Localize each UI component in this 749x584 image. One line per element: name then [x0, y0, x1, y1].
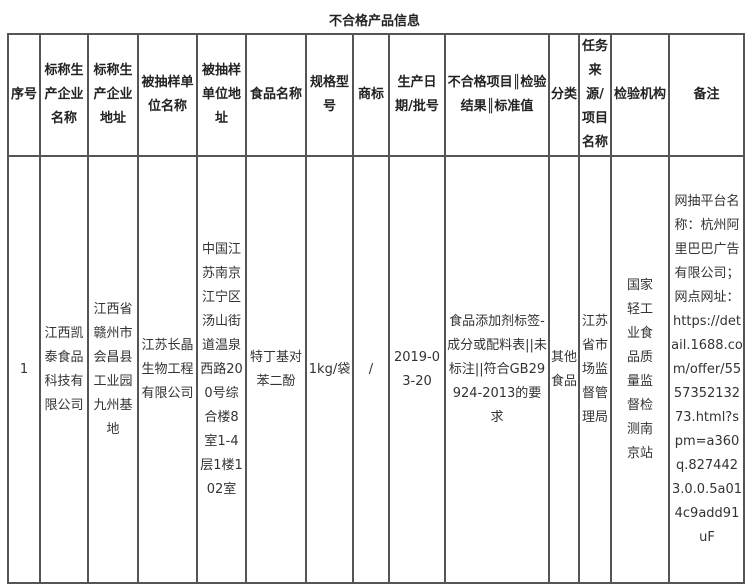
- cell-sampled-unit-address: 中国江苏南京江宁区汤山街道温泉西路200号综合楼8室1-4层1楼102室: [196, 155, 247, 584]
- cell-production-date: 2019-03-20: [388, 155, 446, 584]
- header-trademark: 商标: [352, 33, 390, 157]
- cell-text: /: [368, 361, 374, 377]
- cell-manufacturer-address: 江西省赣州市会昌县工业园九州基地: [87, 155, 139, 584]
- table-row: 1 江西凯泰食品科技有限公司 江西省赣州市会昌县工业园九州基地 江苏长晶生物工程有限公…: [7, 155, 745, 584]
- cell-food-name: 特丁基对苯二酚: [245, 155, 307, 584]
- cell-test-institution: 国家轻工业食品质量监督检测南京站: [610, 155, 670, 584]
- cell-category: 其他食品: [548, 155, 580, 584]
- cell-text: 1: [19, 361, 29, 377]
- cell-failed-item: 食品添加剂标签-成分或配料表||未标注||符合GB29924-2013的要求: [444, 155, 550, 584]
- header-remarks: 备注: [668, 33, 745, 157]
- cell-text: 江苏省市场监督管理局: [581, 313, 608, 425]
- cell-text: 其他食品: [551, 349, 578, 389]
- cell-text: 2019-03-20: [393, 349, 441, 389]
- header-category: 分类: [548, 33, 580, 157]
- header-production-date: 生产日期/批号: [388, 33, 446, 157]
- cell-manufacturer-name: 江西凯泰食品科技有限公司: [39, 155, 89, 584]
- cell-text: 食品添加剂标签-成分或配料表||未标注||符合GB29924-2013的要求: [447, 313, 547, 425]
- header-sampled-unit-address: 被抽样单位地址: [196, 33, 247, 157]
- header-manufacturer-name: 标称生产企业名称: [39, 33, 89, 157]
- cell-sampled-unit-name: 江苏长晶生物工程有限公司: [137, 155, 198, 584]
- cell-serial: 1: [7, 155, 41, 584]
- cell-text: 1kg/袋: [308, 361, 351, 377]
- cell-text: 江西凯泰食品科技有限公司: [44, 325, 84, 413]
- header-test-institution: 检验机构: [610, 33, 670, 157]
- header-row: 序号 标称生产企业名称 标称生产企业地址 被抽样单位名称 被抽样单位地址 食品名称 规格型号…: [7, 33, 745, 157]
- cell-text: 中国江苏南京江宁区汤山街道温泉西路200号综合楼8室1-4层1楼102室: [200, 241, 243, 497]
- header-manufacturer-address: 标称生产企业地址: [87, 33, 139, 157]
- cell-text: 网抽平台名称：杭州阿里巴巴广告有限公司；网点网址：https://detail.…: [671, 193, 743, 545]
- cell-text: 特丁基对苯二酚: [249, 349, 302, 389]
- cell-spec: 1kg/袋: [305, 155, 354, 584]
- cell-text: 国家轻工业食品质量监督检测南京站: [626, 277, 653, 461]
- cell-text: 江苏长晶生物工程有限公司: [141, 337, 194, 401]
- header-failed-item: 不合格项目║检验结果║标准值: [444, 33, 550, 157]
- unqualified-products-table: 序号 标称生产企业名称 标称生产企业地址 被抽样单位名称 被抽样单位地址 食品名称 规格型号…: [7, 33, 745, 584]
- header-serial: 序号: [7, 33, 41, 157]
- header-sampled-unit-name: 被抽样单位名称: [137, 33, 198, 157]
- cell-remarks: 网抽平台名称：杭州阿里巴巴广告有限公司；网点网址：https://detail.…: [668, 155, 745, 584]
- cell-trademark: /: [352, 155, 390, 584]
- header-food-name: 食品名称: [245, 33, 307, 157]
- header-task-source: 任务来源/项目名称: [578, 33, 612, 157]
- page-title: 不合格产品信息: [328, 14, 420, 29]
- cell-task-source: 江苏省市场监督管理局: [578, 155, 612, 584]
- header-spec: 规格型号: [305, 33, 354, 157]
- cell-text: 江西省赣州市会昌县工业园九州基地: [93, 301, 133, 437]
